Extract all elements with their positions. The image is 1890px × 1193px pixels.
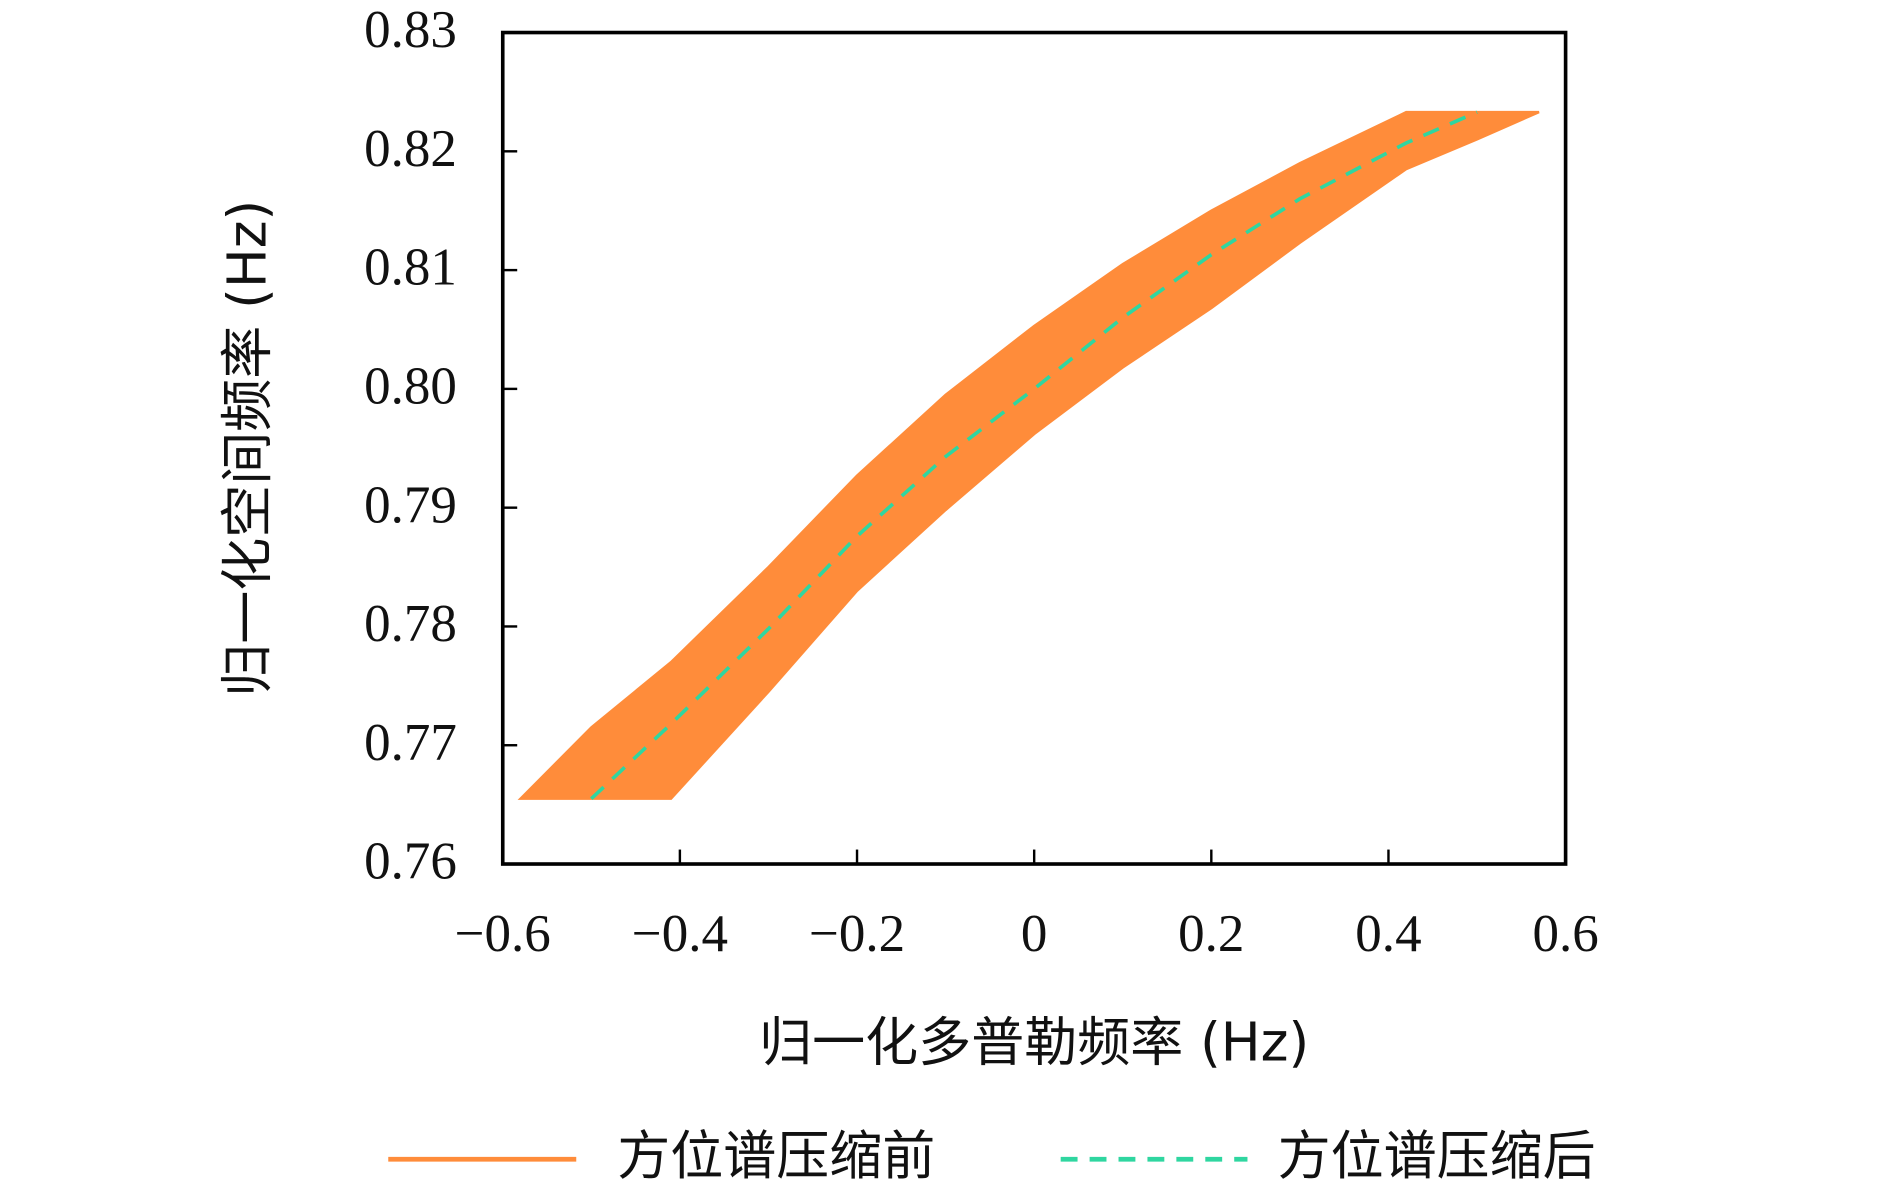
legend-label: 方位谱压缩前 [617,1125,935,1187]
y-tick-label: 0.80 [364,357,457,415]
x-tick-label: −0.4 [632,905,728,963]
x-tick-label: 0.4 [1355,905,1421,963]
line [590,110,1478,801]
legend-label: 方位谱压缩后 [1278,1125,1596,1187]
x-tick-label: −0.2 [809,905,905,963]
y-tick-label: 0.77 [364,714,457,772]
y-tick-label: 0.83 [364,1,457,59]
y-tick-label: 0.82 [364,120,457,178]
x-tick-label: 0 [1021,905,1048,963]
y-tick-label: 0.81 [364,239,457,297]
y-tick-label: 0.76 [364,833,457,891]
y-tick-label: 0.78 [364,595,457,653]
y-tick-label: 0.79 [364,476,457,534]
band-area [517,110,1540,800]
x-tick-label: 0.2 [1178,905,1244,963]
x-axis-label: 归一化多普勒频率 (Hz) [759,1012,1309,1074]
y-axis-label: 归一化空间频率 (Hz) [217,200,279,697]
x-tick-label: −0.6 [455,905,551,963]
x-tick-label: 0.6 [1532,905,1598,963]
